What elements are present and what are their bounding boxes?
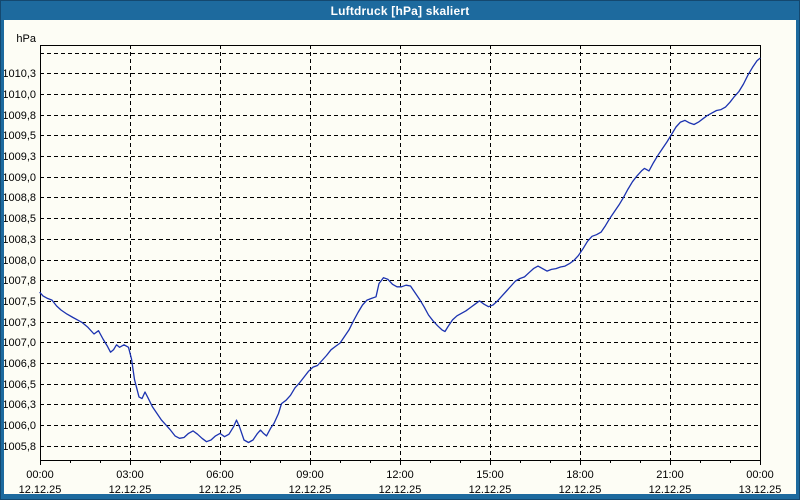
y-axis-label: 1009,8 xyxy=(4,110,36,122)
x-axis-date-label: 12.12.25 xyxy=(289,484,332,494)
pressure-series-line xyxy=(39,57,761,444)
y-axis-label: 1009,3 xyxy=(4,151,36,163)
x-axis-time-label: 12:00 xyxy=(386,469,414,481)
window-titlebar[interactable]: Luftdruck [hPa] skaliert xyxy=(1,1,799,20)
x-axis-date-label: 12.12.25 xyxy=(559,484,602,494)
x-axis-date-label: 12.12.25 xyxy=(379,484,422,494)
y-axis-label: 1008,0 xyxy=(4,255,36,267)
y-axis-label: 1010,0 xyxy=(4,89,36,101)
window-title: Luftdruck [hPa] skaliert xyxy=(330,3,470,18)
y-axis-label: 1007,3 xyxy=(4,317,36,329)
x-axis-date-label: 12.12.25 xyxy=(109,484,152,494)
y-axis-label: 1007,0 xyxy=(4,337,36,349)
y-axis-label: 1007,8 xyxy=(4,275,36,287)
y-axis-label: 1006,3 xyxy=(4,399,36,411)
y-axis-label: 1009,0 xyxy=(4,172,36,184)
x-axis-time-label: 09:00 xyxy=(296,469,324,481)
x-axis-date-label: 13.12.25 xyxy=(739,484,782,494)
y-axis-label: 1006,5 xyxy=(4,379,36,391)
y-axis-label: 1008,5 xyxy=(4,213,36,225)
x-axis-time-label: 21:00 xyxy=(656,469,684,481)
x-axis-date-label: 12.12.25 xyxy=(649,484,692,494)
y-axis-label: 1009,5 xyxy=(4,130,36,142)
x-axis-date-label: 12.12.25 xyxy=(19,484,62,494)
pressure-chart: hPa 1010,3 1010,0 1009,8 1009,5 1009,3 1009,0 1… xyxy=(2,33,782,496)
y-axis-label: 1007,5 xyxy=(4,296,36,308)
y-axis-unit-label: hPa xyxy=(16,33,36,45)
x-axis-time-label: 00:00 xyxy=(746,469,774,481)
y-axis-label: 1008,3 xyxy=(4,234,36,246)
y-axis-label: 1006,8 xyxy=(4,358,36,370)
y-axis-label: 1005,8 xyxy=(4,441,36,453)
x-axis-time-label: 06:00 xyxy=(206,469,234,481)
x-axis-time-label: 15:00 xyxy=(476,469,504,481)
x-axis-time-label: 00:00 xyxy=(26,469,54,481)
y-axis-label: 1008,8 xyxy=(4,192,36,204)
chart-area: hPa 1010,3 1010,0 1009,8 1009,5 1009,3 1009,0 1… xyxy=(2,20,796,496)
y-axis-label: 1010,3 xyxy=(4,68,36,80)
x-axis-time-label: 03:00 xyxy=(116,469,144,481)
x-axis-date-label: 12.12.25 xyxy=(469,484,512,494)
x-axis-date-label: 12.12.25 xyxy=(199,484,242,494)
y-axis-label: 1006,0 xyxy=(4,420,36,432)
x-axis-time-label: 18:00 xyxy=(566,469,594,481)
